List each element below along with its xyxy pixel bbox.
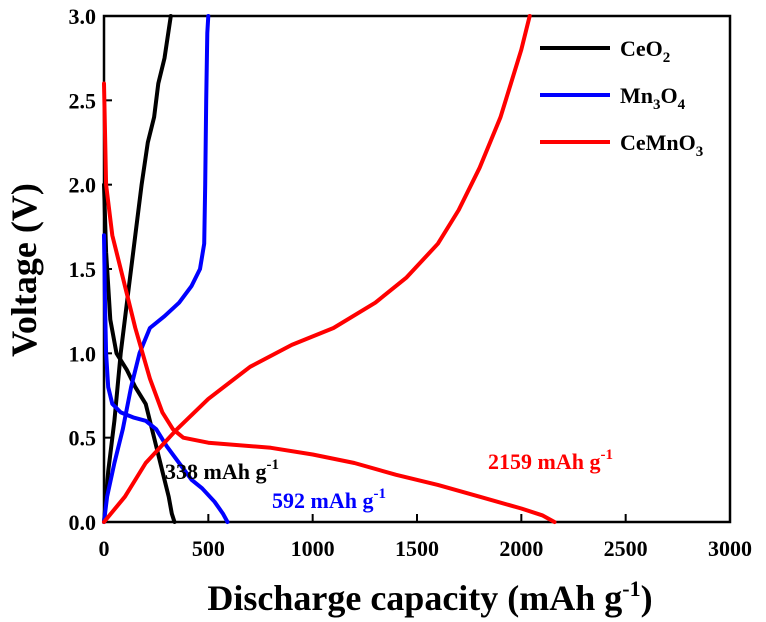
y-tick-label: 0.0	[69, 510, 97, 535]
y-tick-label: 0.5	[69, 426, 97, 451]
y-tick-label: 1.5	[69, 257, 97, 282]
annotation-ceo2: 338 mAh g-1	[165, 457, 279, 484]
x-tick-label: 0	[99, 536, 110, 561]
x-tick-label: 2000	[499, 536, 543, 561]
annotation-mn3o4: 592 mAh g-1	[272, 486, 386, 513]
ticks: 0 500 1000 1500 2000 2500 3000 0.0 0.5 1.0 1.5 2.0 2…	[69, 4, 753, 561]
x-tick-label: 3000	[708, 536, 752, 561]
x-axis-title: Discharge capacity (mAh g-1)	[207, 576, 652, 618]
legend-label-ceo2: CeO2	[620, 36, 670, 66]
y-tick-label: 1.0	[69, 341, 97, 366]
series-line-mn3o4-charge	[102, 14, 211, 524]
series-line-cemno3-charge	[102, 14, 532, 524]
y-tick-label: 3.0	[69, 4, 97, 29]
y-tick-label: 2.0	[69, 173, 97, 198]
series-line-mn3o4-discharge	[102, 233, 230, 524]
x-tick-label: 1500	[395, 536, 439, 561]
series-lines	[102, 14, 557, 524]
y-tick-label: 2.5	[69, 88, 97, 113]
annotations: 338 mAh g-1 592 mAh g-1 2159 mAh g-1	[165, 447, 613, 513]
annotation-cemno3: 2159 mAh g-1	[488, 447, 613, 474]
series-line-cemno3-discharge	[102, 81, 557, 524]
x-tick-label: 2500	[604, 536, 648, 561]
series-line-ceo2-charge	[102, 14, 173, 524]
legend-label-mn3o4: Mn3O4	[620, 83, 686, 113]
x-tick-label: 1000	[291, 536, 335, 561]
y-axis-title: Voltage (V)	[4, 183, 44, 357]
legend: CeO2 Mn3O4 CeMnO3	[540, 36, 703, 160]
series-line-ceo2-discharge	[102, 182, 177, 524]
legend-label-cemno3: CeMnO3	[620, 130, 703, 160]
x-tick-label: 500	[192, 536, 225, 561]
